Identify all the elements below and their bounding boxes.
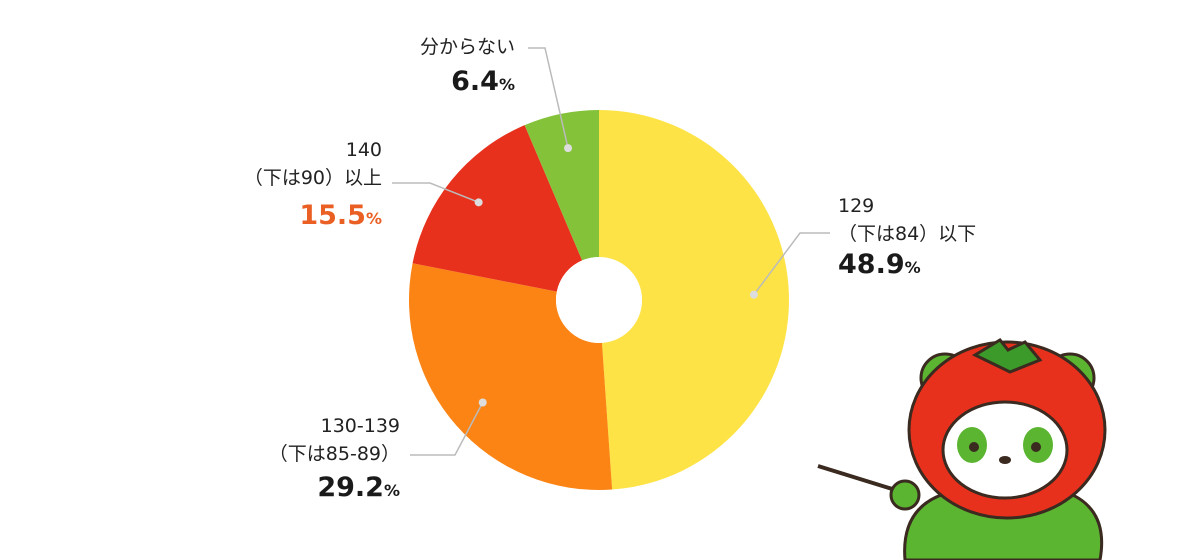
slice [599, 110, 790, 490]
category-label: 分からない [420, 36, 515, 58]
category-label: 129 [838, 195, 874, 217]
value-unit: % [499, 75, 515, 94]
value-number: 29.2 [317, 472, 384, 503]
value-label: 15.5% [299, 200, 382, 231]
leader-line [410, 402, 484, 456]
leader-line [392, 182, 479, 204]
value-unit: % [384, 481, 400, 500]
value-unit: % [366, 209, 382, 228]
leader-line [753, 232, 830, 296]
category-label: （下は84）以下 [838, 223, 976, 245]
category-label: （下は85-89） [269, 443, 400, 465]
value-label: 29.2% [317, 472, 400, 503]
value-label: 6.4% [451, 66, 515, 97]
value-label: 48.9% [838, 249, 921, 280]
slices [409, 110, 790, 490]
mascot [817, 338, 1107, 560]
value-number: 15.5 [299, 200, 366, 231]
leader-dot [478, 398, 487, 407]
slice [524, 110, 599, 261]
category-label: 130-139 [321, 415, 400, 437]
value-number: 6.4 [451, 66, 499, 97]
value-unit: % [905, 258, 921, 277]
slice [412, 125, 583, 292]
leader-dot [564, 144, 573, 153]
value-number: 48.9 [838, 249, 905, 280]
leader-dot [474, 198, 483, 207]
leader-line [528, 47, 569, 149]
leader-dot [749, 290, 758, 299]
category-label: 140 [346, 139, 382, 161]
category-label: （下は90）以上 [244, 167, 382, 189]
donut-hole [556, 257, 642, 343]
slice [409, 263, 613, 490]
